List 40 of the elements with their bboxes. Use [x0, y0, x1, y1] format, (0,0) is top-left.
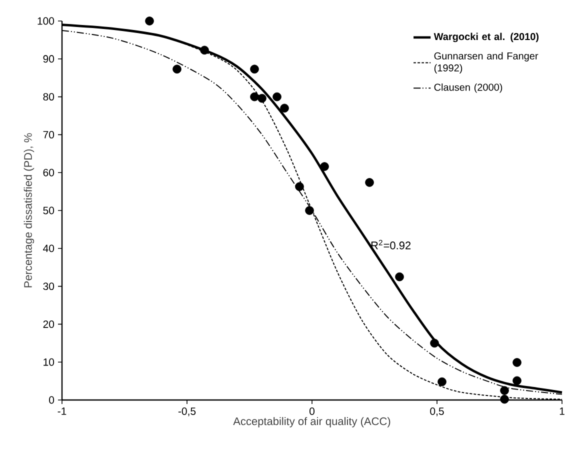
- point: [295, 182, 304, 192]
- point: [305, 206, 314, 215]
- point: [512, 376, 522, 386]
- y-tick-label: 90: [43, 55, 54, 63]
- point: [500, 394, 509, 404]
- y-tick-label: 10: [44, 358, 54, 366]
- x-tick-label: 0,5: [430, 408, 444, 416]
- point: [365, 178, 374, 187]
- y-tick-label: 80: [43, 93, 54, 101]
- point: [320, 162, 329, 171]
- point: [258, 94, 266, 103]
- x-tick-label: -1: [58, 408, 66, 415]
- x-tick-label: -0,5: [178, 408, 196, 416]
- y-tick-label: 100: [38, 17, 54, 25]
- point: [145, 16, 154, 26]
- y-tick-label: 0: [49, 396, 54, 404]
- y-tick-label: 40: [43, 244, 54, 252]
- y-tick-label: 50: [43, 206, 54, 214]
- x-tick-label: 0: [309, 408, 315, 415]
- y-axis-title: Percentage dissatisfied (PD), %: [24, 133, 34, 288]
- y-tick-label: 20: [43, 320, 54, 328]
- point: [430, 338, 439, 348]
- y-tick-label: 30: [43, 282, 54, 290]
- point: [280, 104, 289, 113]
- point: [438, 377, 446, 386]
- point: [500, 386, 509, 395]
- point: [512, 358, 522, 367]
- y-tick-label: 60: [43, 168, 54, 176]
- point: [250, 64, 259, 74]
- x-axis-title: Acceptability of air quality (ACC): [233, 417, 390, 428]
- legend-label: Gunnarsen and Fanger (1992): [434, 52, 538, 74]
- legend-label: Wargocki et al. (2010): [434, 32, 539, 42]
- point: [250, 92, 259, 102]
- point: [200, 46, 209, 55]
- point: [395, 272, 404, 282]
- y-tick-label: 70: [43, 130, 54, 138]
- point: [272, 92, 282, 102]
- point: [172, 64, 182, 74]
- x-tick-label: 1: [560, 408, 564, 415]
- legend-label: Clausen (2000): [434, 83, 502, 93]
